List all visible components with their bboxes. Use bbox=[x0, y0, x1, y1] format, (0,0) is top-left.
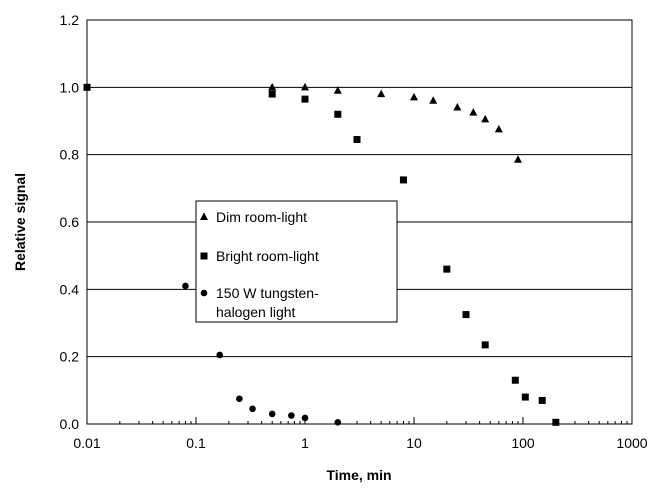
y-tick-label: 1.0 bbox=[60, 79, 80, 95]
x-tick-label: 10 bbox=[406, 435, 422, 451]
square-point bbox=[301, 95, 309, 103]
circle-point bbox=[301, 414, 309, 422]
y-tick-label: 0.8 bbox=[60, 147, 80, 163]
triangle-point bbox=[514, 155, 523, 163]
legend-marker-triangle bbox=[200, 212, 208, 220]
x-tick-label: 100 bbox=[511, 435, 535, 451]
triangle-point bbox=[453, 103, 462, 111]
triangle-point bbox=[481, 114, 490, 123]
circle-point bbox=[334, 419, 342, 426]
triangle-point bbox=[494, 124, 503, 133]
data-points bbox=[83, 82, 560, 426]
x-tick-label: 0.01 bbox=[73, 435, 100, 451]
square-point bbox=[481, 341, 489, 349]
legend-marker-circle bbox=[200, 289, 208, 297]
y-tick-label: 0.2 bbox=[60, 349, 80, 365]
x-tick-label: 0.1 bbox=[186, 435, 206, 451]
triangle-point bbox=[377, 89, 386, 98]
triangle-point bbox=[333, 86, 342, 94]
square-point bbox=[538, 396, 546, 404]
x-axis-title: Time, min bbox=[326, 467, 391, 483]
plot-area-frame bbox=[86, 19, 633, 425]
square-point bbox=[353, 136, 361, 144]
circle-point bbox=[182, 282, 189, 290]
triangle-point bbox=[410, 92, 418, 101]
y-axis-title: Relative signal bbox=[12, 173, 28, 271]
square-point bbox=[334, 110, 342, 118]
square-point bbox=[521, 393, 529, 401]
x-tick-label: 1 bbox=[301, 435, 309, 451]
square-point bbox=[552, 418, 560, 426]
circle-point bbox=[268, 410, 276, 418]
y-tick-label: 0.4 bbox=[60, 281, 80, 297]
circle-point bbox=[216, 351, 224, 359]
square-point bbox=[443, 265, 451, 273]
square-point bbox=[83, 83, 91, 91]
y-tick-label: 0.0 bbox=[60, 416, 80, 432]
square-point bbox=[268, 90, 276, 98]
circle-point bbox=[236, 395, 243, 403]
legend-label: Dim room-light bbox=[216, 209, 307, 225]
circle-point bbox=[288, 412, 295, 419]
square-point bbox=[399, 176, 407, 184]
triangle-point bbox=[429, 96, 438, 104]
circle-point bbox=[249, 405, 256, 413]
y-tick-label: 1.2 bbox=[60, 12, 80, 28]
legend-label: 150 W tungsten- bbox=[216, 285, 319, 301]
legend-label: Bright room-light bbox=[216, 248, 319, 264]
triangle-point bbox=[268, 82, 277, 91]
triangle-point bbox=[469, 108, 478, 116]
legend-label: halogen light bbox=[216, 304, 296, 320]
legend: Dim room-light Bright room-light 150 W tun… bbox=[195, 200, 398, 323]
x-tick-label: 1000 bbox=[616, 435, 647, 451]
triangle-point bbox=[301, 82, 309, 91]
square-point bbox=[511, 376, 519, 384]
y-axis: 0.0 0.2 0.4 0.6 0.8 1.0 1.2 bbox=[60, 12, 80, 432]
legend-box bbox=[195, 200, 398, 323]
square-point bbox=[462, 311, 470, 319]
y-tick-label: 0.6 bbox=[60, 214, 80, 230]
legend-marker-square bbox=[200, 252, 208, 260]
x-axis: 0.01 0.1 1 10 100 1000 bbox=[73, 417, 648, 451]
